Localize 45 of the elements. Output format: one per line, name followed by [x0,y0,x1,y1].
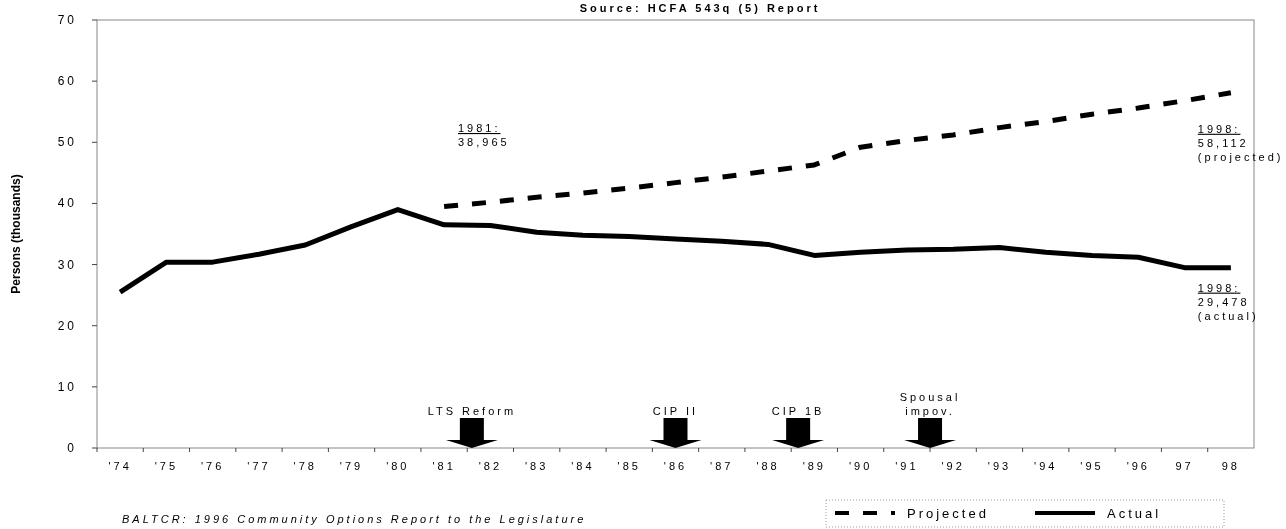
y-tick-label: 30 [57,257,77,272]
y-tick-label: 0 [67,441,77,455]
x-tick-label: '95 [1080,460,1104,472]
x-tick-label: '80 [386,460,410,472]
annotation: 1981: 38,965 [457,122,510,148]
y-tick-label: 50 [57,135,77,150]
y-tick-label: 60 [57,74,77,89]
legend-label: Projected [907,505,989,521]
annotation: LTS Reform [427,405,517,417]
x-tick-label: '81 [432,460,456,472]
annotation: 1998: 58,112 (projected) [1197,122,1284,163]
x-tick-label: '83 [524,460,549,472]
x-tick-label: '96 [1126,460,1150,472]
y-tick-label: 20 [57,318,77,333]
x-tick-label: '85 [617,460,641,472]
x-tick-label: '92 [941,460,965,472]
x-tick-label: '82 [478,460,503,472]
x-tick-label: '89 [802,460,827,472]
x-tick-label: '86 [663,460,688,472]
x-tick-label: '84 [571,460,595,472]
x-tick-label: '78 [293,460,317,472]
x-tick-label: '77 [247,460,271,472]
annotation: 1998: 29,478 (actual) [1197,281,1259,322]
y-tick-label: 40 [57,196,77,211]
annotation: Spousal impov. [899,391,961,417]
x-tick-label: '75 [154,460,179,472]
y-axis-title: Persons (thousands) [9,174,23,294]
x-tick-label: '91 [895,460,919,472]
x-tick-label: '76 [201,460,225,472]
x-tick-label: '74 [108,460,132,472]
x-tick-label: '87 [710,460,734,472]
legend-label: Actual [1107,505,1162,521]
x-tick-label: '88 [756,460,780,472]
x-tick-label: '90 [848,460,873,472]
annotation: CIP 1B [771,405,825,417]
x-tick-label: 98 [1221,460,1240,472]
y-tick-label: 10 [57,379,77,394]
text: BALTCR: 1996 Community Options Report to the Legislature [122,513,587,525]
annotation: CIP II [652,405,699,417]
y-tick-label: 70 [57,13,77,27]
x-tick-label: '94 [1034,460,1058,472]
x-tick-label: '79 [339,460,364,472]
x-tick-label: 97 [1175,460,1194,472]
chart-title: Source: HCFA 543q (5) Report [579,2,821,14]
x-tick-label: '93 [987,460,1012,472]
